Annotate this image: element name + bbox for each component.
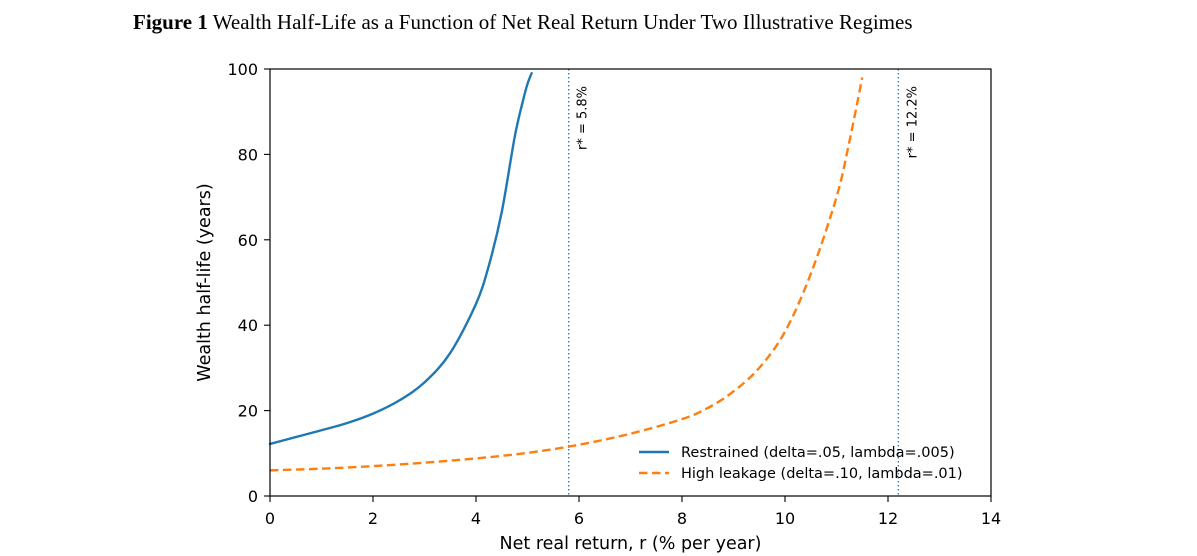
y-tick-label: 0 [248, 487, 258, 506]
x-tick-label: 0 [265, 509, 275, 528]
figure-label: Figure 1 [133, 10, 208, 34]
x-tick-label: 6 [574, 509, 584, 528]
legend-label-2: High leakage (delta=.10, lambda=.01) [681, 466, 963, 482]
y-axis: 0 20 40 60 80 100 [227, 60, 270, 506]
reference-line-label: r* = 12.2% [905, 86, 920, 158]
figure-title: Wealth Half-Life as a Function of Net Re… [212, 10, 913, 34]
x-tick-label: 8 [677, 509, 687, 528]
y-tick-label: 60 [238, 231, 258, 250]
y-tick-label: 80 [238, 145, 258, 164]
legend-label-1: Restrained (delta=.05, lambda=.005) [681, 445, 955, 461]
x-axis-label: Net real return, r (% per year) [500, 534, 762, 554]
series-line-2 [269, 77, 864, 472]
y-tick-label: 100 [227, 60, 258, 79]
reference-lines: r* = 5.8% r* = 12.2% [568, 69, 920, 496]
series-line-1 [268, 72, 533, 446]
x-axis: 0 2 4 6 8 10 12 14 [265, 496, 1001, 528]
legend: Restrained (delta=.05, lambda=.005) High … [639, 445, 963, 482]
plot-frame [269, 68, 992, 497]
x-tick-label: 4 [471, 509, 481, 528]
y-tick-label: 20 [238, 402, 258, 421]
x-tick-label: 12 [878, 509, 898, 528]
x-tick-label: 10 [775, 509, 795, 528]
x-tick-label: 2 [368, 509, 378, 528]
series-lines [268, 72, 864, 472]
y-axis-label: Wealth half-life (years) [195, 183, 215, 381]
x-tick-label: 14 [981, 509, 1001, 528]
figure-caption: Figure 1 Wealth Half-Life as a Function … [133, 10, 913, 35]
reference-line-label: r* = 5.8% [576, 86, 591, 150]
y-tick-label: 40 [238, 316, 258, 335]
